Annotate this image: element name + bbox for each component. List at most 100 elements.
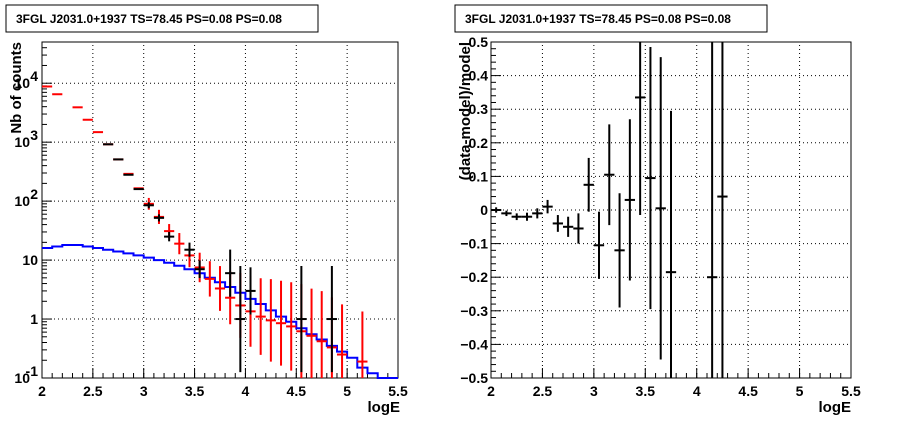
left-axis-ticks: [41, 41, 399, 379]
model-point: [286, 282, 297, 371]
left-x-axis-title: logE: [368, 399, 401, 416]
model-point: [306, 288, 317, 378]
right-y-tick-label: 0.1: [469, 168, 489, 184]
right-x-tick-label: 4: [693, 383, 701, 399]
residual-point: [583, 157, 594, 212]
left-y-tick-exponent: -1: [26, 363, 39, 379]
model-point: [357, 311, 368, 378]
left-x-tick-label: 3.5: [185, 383, 205, 399]
right-y-tick-labels: −0.5 −0.4 −0.3 −0.2 −0.1 0 0.1 0.2 0.3 0.4 0.5: [460, 34, 488, 386]
residual-point: [717, 42, 728, 378]
model-errorbars: [42, 85, 368, 378]
residual-point: [624, 119, 635, 281]
residual-point: [532, 208, 543, 219]
left-y-tick-label: 1: [30, 311, 38, 327]
data-errorbars: [103, 143, 337, 373]
residual-point: [604, 124, 615, 226]
model-point: [316, 291, 327, 378]
right-y-tick-label: −0.3: [460, 303, 488, 319]
right-x-axis-title: logE: [819, 399, 852, 416]
left-y-tick-exponent: 2: [30, 186, 38, 202]
residual-point: [521, 212, 533, 221]
right-title-box: [454, 4, 768, 33]
left-y-tick-label: 10: [14, 193, 30, 209]
left-title-box: [5, 4, 319, 33]
right-x-tick-label: 2: [487, 383, 495, 399]
right-x-tick-label: 5: [796, 383, 804, 399]
model-point: [174, 233, 185, 255]
model-point: [204, 261, 215, 297]
right-y-tick-label: −0.1: [460, 236, 488, 252]
left-x-tick-label: 2: [38, 383, 46, 399]
model-point: [265, 279, 276, 362]
left-title: 3FGL J2031.0+1937 TS=78.45 PS=0.08 PS=0.…: [16, 12, 282, 26]
right-y-axis-title: (data-model)/model: [457, 42, 474, 180]
residual-point: [542, 199, 553, 214]
left-y-tick-label: 10: [14, 134, 30, 150]
left-x-tick-label: 3: [140, 383, 148, 399]
right-grid: [491, 42, 851, 378]
left-x-tick-label: 4.5: [287, 383, 307, 399]
right-x-tick-labels: 2 2.5 3 3.5 4 4.5 5 5.5: [487, 383, 861, 399]
right-x-tick-label: 5.5: [841, 383, 861, 399]
model-point: [336, 304, 348, 378]
data-point: [326, 265, 337, 373]
data-point: [184, 242, 195, 257]
residual-point: [593, 211, 605, 279]
data-point: [225, 249, 236, 297]
right-y-tick-label: −0.2: [460, 269, 488, 285]
data-point: [235, 265, 246, 373]
left-y-tick-exponent: 4: [30, 68, 38, 84]
right-y-tick-label: 0: [480, 202, 488, 218]
right-x-tick-label: 3.5: [636, 383, 656, 399]
residual-point: [635, 42, 646, 216]
left-grid: [42, 42, 398, 378]
right-title: 3FGL J2031.0+1937 TS=78.45 PS=0.08 PS=0.…: [465, 12, 731, 26]
left-x-tick-label: 2.5: [83, 383, 103, 399]
model-point: [255, 278, 266, 355]
left-y-tick-label: 10: [14, 370, 30, 386]
left-y-tick-exponent: 3: [30, 127, 38, 143]
residual-point: [655, 57, 666, 360]
residual-point: [491, 207, 502, 213]
left-x-tick-label: 5: [343, 383, 351, 399]
left-x-tick-label: 4: [242, 383, 250, 399]
right-y-tick-label: −0.4: [460, 336, 488, 352]
right-y-tick-label: −0.5: [460, 370, 488, 386]
residual-point: [563, 216, 574, 237]
right-x-tick-label: 2.5: [533, 383, 553, 399]
right-y-tick-label: 0.4: [469, 68, 489, 84]
residual-point: [501, 210, 512, 217]
residual-point: [645, 47, 656, 310]
right-y-tick-label: 0.3: [469, 101, 489, 117]
model-point: [214, 266, 226, 311]
data-point: [153, 214, 165, 222]
residual-errorbars: [491, 42, 728, 378]
data-point: [143, 202, 154, 209]
left-y-tick-label: 10: [14, 75, 30, 91]
right-y-tick-label: 0.5: [469, 34, 489, 50]
data-point: [296, 265, 307, 373]
left-x-tick-label: 5.5: [388, 383, 408, 399]
residual-point: [552, 215, 563, 232]
data-point: [194, 260, 205, 279]
right-x-tick-label: 3: [590, 383, 598, 399]
left-y-tick-label: 10: [22, 252, 38, 268]
right-axis-ticks: [490, 41, 852, 379]
residual-point: [511, 213, 522, 221]
residual-point: [665, 110, 677, 378]
residual-point: [614, 193, 625, 308]
left-x-tick-labels: 2 2.5 3 3.5 4 4.5 5 5.5: [38, 383, 408, 399]
model-point: [275, 280, 287, 366]
data-point: [164, 231, 175, 242]
right-x-tick-label: 4.5: [738, 383, 758, 399]
left-y-axis-title: Nb of counts: [8, 42, 25, 134]
residual-point: [707, 42, 718, 378]
data-point: [245, 267, 256, 315]
right-y-tick-label: 0.2: [469, 135, 489, 151]
residual-point: [573, 213, 584, 244]
